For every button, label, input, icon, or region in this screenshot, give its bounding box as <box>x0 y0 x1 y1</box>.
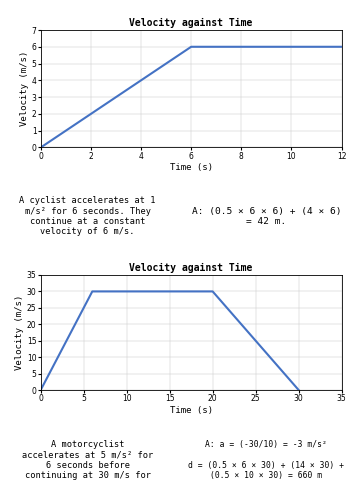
Y-axis label: Velocity (m/s): Velocity (m/s) <box>15 295 24 370</box>
Text: A cyclist accelerates at 1
m/s² for 6 seconds. They
continue at a constant
veloc: A cyclist accelerates at 1 m/s² for 6 se… <box>19 196 156 236</box>
X-axis label: Time (s): Time (s) <box>170 406 213 415</box>
Text: A: (0.5 × 6 × 6) + (4 × 6)
= 42 m.: A: (0.5 × 6 × 6) + (4 × 6) = 42 m. <box>192 206 341 226</box>
Title: Velocity against Time: Velocity against Time <box>130 18 253 28</box>
Y-axis label: Velocity (m/s): Velocity (m/s) <box>20 51 29 127</box>
Title: Velocity against Time: Velocity against Time <box>130 263 253 273</box>
Text: A: a = (-30/10) = -3 m/s²

d = (0.5 × 6 × 30) + (14 × 30) +
(0.5 × 10 × 30) = 66: A: a = (-30/10) = -3 m/s² d = (0.5 × 6 ×… <box>188 440 344 480</box>
X-axis label: Time (s): Time (s) <box>170 164 213 172</box>
Text: A motorcyclist
accelerates at 5 m/s² for
6 seconds before
continuing at 30 m/s f: A motorcyclist accelerates at 5 m/s² for… <box>22 440 153 480</box>
